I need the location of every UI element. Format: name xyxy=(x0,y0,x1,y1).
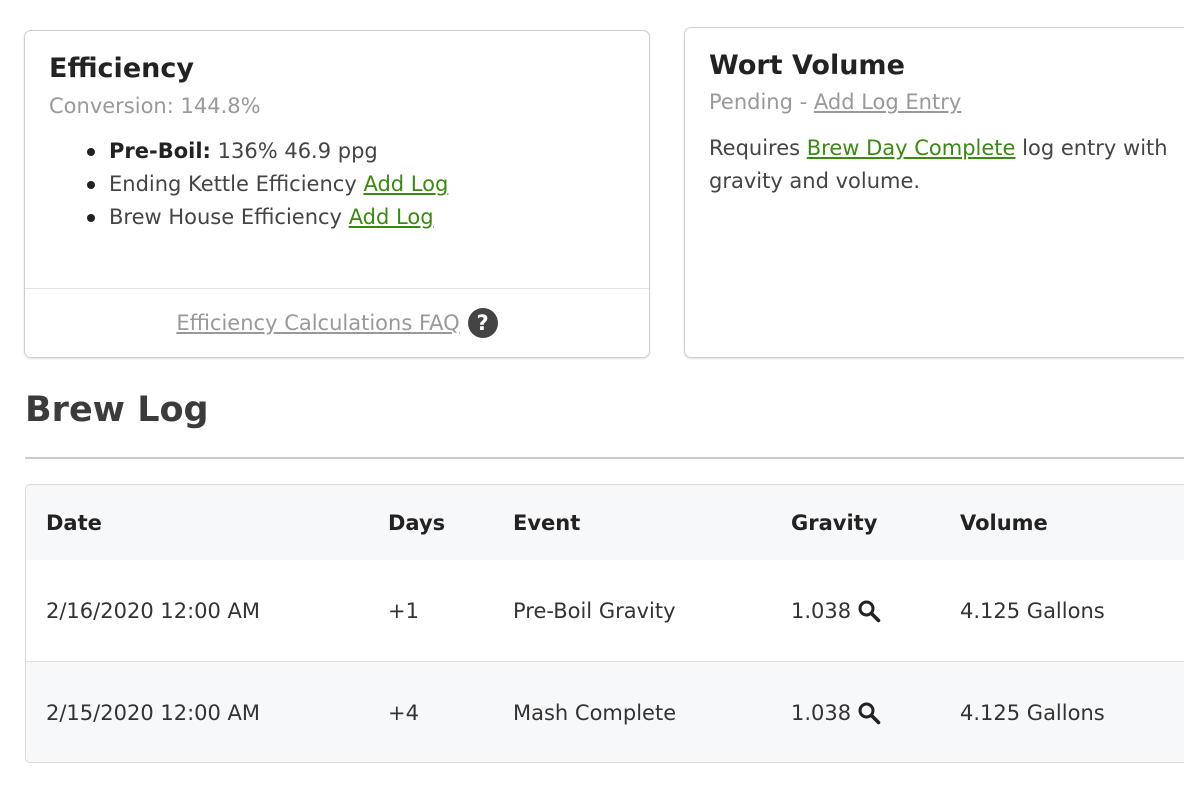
efficiency-title: Efficiency xyxy=(49,53,194,84)
table-row: 2/15/2020 12:00 AM +4 Mash Complete 1.03… xyxy=(26,662,1184,762)
row-gravity: 1.038 xyxy=(791,700,852,725)
ending-kettle-label: Ending Kettle Efficiency xyxy=(109,172,357,196)
ending-kettle-add-log-link[interactable]: Add Log xyxy=(363,172,449,196)
wort-text-after: log entry with gravity and volume. xyxy=(709,136,1168,193)
row-gravity: 1.038 xyxy=(791,598,852,623)
list-item-pre-boil: Pre-Boil: 136% 46.9 ppg xyxy=(85,135,448,168)
column-header-date: Date xyxy=(46,510,102,535)
list-item-brew-house: Brew House Efficiency Add Log xyxy=(85,201,448,234)
brew-house-label: Brew House Efficiency xyxy=(109,205,342,229)
column-header-gravity: Gravity xyxy=(791,510,878,535)
column-header-event: Event xyxy=(513,510,581,535)
row-volume: 4.125 Gallons xyxy=(960,598,1105,623)
wort-status-text: Pending xyxy=(709,90,793,114)
column-header-days: Days xyxy=(388,510,446,535)
row-gravity-cell: 1.038 xyxy=(791,662,881,762)
row-date: 2/15/2020 12:00 AM xyxy=(46,700,261,725)
list-item-ending-kettle: Ending Kettle Efficiency Add Log xyxy=(85,168,448,201)
brew-day-complete-link[interactable]: Brew Day Complete xyxy=(806,136,1016,160)
efficiency-card: Efficiency Conversion: 144.8% Pre-Boil: … xyxy=(24,30,650,358)
wort-status-separator: - xyxy=(792,90,814,114)
row-event: Mash Complete xyxy=(513,700,677,725)
row-days: +1 xyxy=(388,598,419,623)
row-date: 2/16/2020 12:00 AM xyxy=(46,598,261,623)
wort-volume-status: Pending - Add Log Entry xyxy=(709,92,961,113)
column-header-volume: Volume xyxy=(960,510,1048,535)
pre-boil-label: Pre-Boil: xyxy=(109,139,211,163)
efficiency-card-footer: Efficiency Calculations FAQ ? xyxy=(25,288,649,357)
magnifier-icon[interactable] xyxy=(857,701,881,725)
efficiency-faq-link[interactable]: Efficiency Calculations FAQ xyxy=(176,311,460,335)
table-header-row: Date Days Event Gravity Volume xyxy=(26,485,1184,561)
row-days: +4 xyxy=(388,700,419,725)
brew-house-add-log-link[interactable]: Add Log xyxy=(348,205,434,229)
wort-requirement-text: Requires Brew Day Complete log entry wit… xyxy=(709,132,1184,198)
conversion-subtitle: Conversion: 144.8% xyxy=(49,94,261,118)
question-circle-icon[interactable]: ? xyxy=(467,308,498,338)
brew-log-table: Date Days Event Gravity Volume 2/16/2020… xyxy=(25,484,1184,763)
efficiency-list: Pre-Boil: 136% 46.9 ppg Ending Kettle Ef… xyxy=(85,135,448,234)
brew-log-divider xyxy=(25,457,1184,459)
brew-log-title: Brew Log xyxy=(25,390,209,430)
magnifier-icon[interactable] xyxy=(857,599,881,623)
row-gravity-cell: 1.038 xyxy=(791,560,881,661)
wort-volume-title: Wort Volume xyxy=(709,50,905,81)
row-event: Pre-Boil Gravity xyxy=(513,598,676,623)
wort-text-before: Requires xyxy=(709,136,807,160)
table-row: 2/16/2020 12:00 AM +1 Pre-Boil Gravity 1… xyxy=(26,560,1184,662)
wort-volume-card: Wort Volume Pending - Add Log Entry Requ… xyxy=(684,27,1184,358)
row-volume: 4.125 Gallons xyxy=(960,700,1105,725)
pre-boil-value: 136% 46.9 ppg xyxy=(217,139,378,163)
add-log-entry-link[interactable]: Add Log Entry xyxy=(813,90,962,114)
